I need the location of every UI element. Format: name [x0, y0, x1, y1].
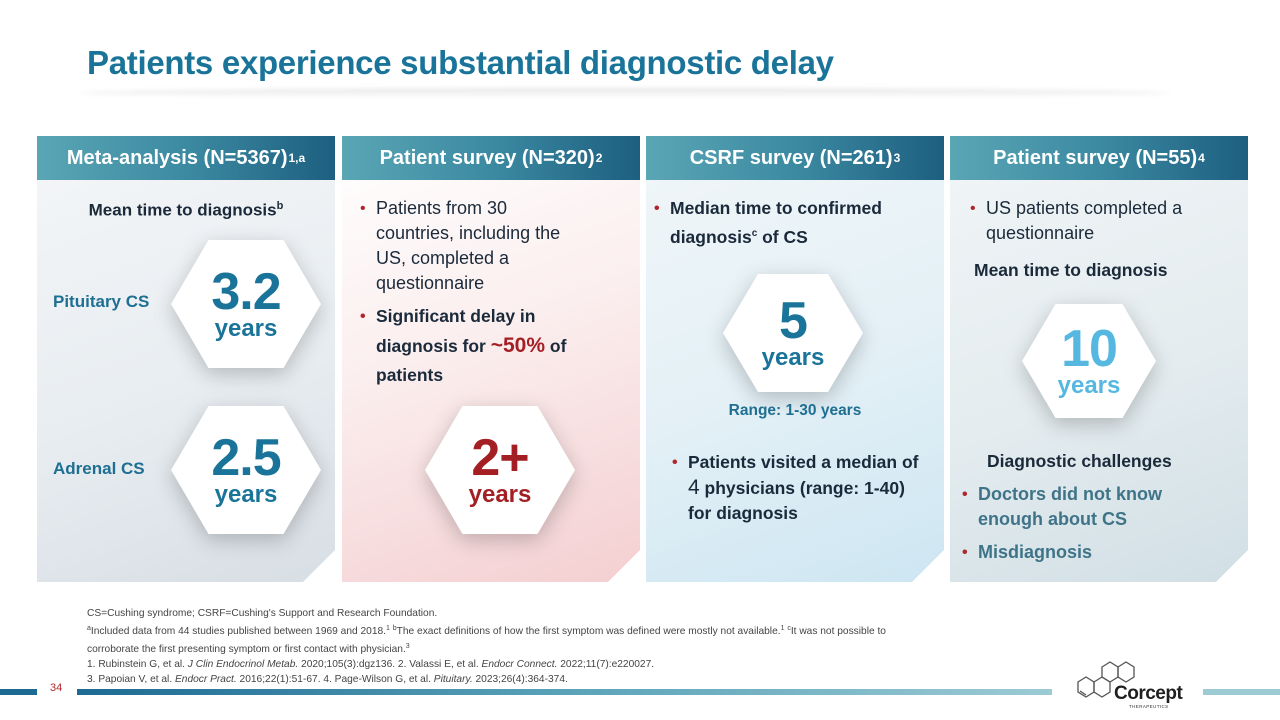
ref-journal: Endocr Connect. — [481, 659, 558, 670]
hexagon-molecule-icon — [1077, 661, 1135, 698]
card-subheading: Mean time to diagnosis — [974, 260, 1168, 280]
bullet-list: Median time to confirmed diagnosisc of C… — [652, 196, 937, 250]
logo-wordmark: Corcept — [1114, 683, 1183, 704]
card-header-text: CSRF survey (N=261) — [689, 146, 893, 169]
unit-label: years — [468, 481, 532, 508]
bullet-list: Patients visited a median of 4 physician… — [670, 450, 920, 526]
footnote-sup: 1 — [780, 625, 785, 632]
footnote-text: It was not possible to — [790, 626, 886, 637]
card-subheading: Mean time to diagnosisb — [37, 200, 335, 221]
challenge-item: Doctors did not know enough about CS — [960, 482, 1220, 532]
card-patient-survey-55: Patient survey (N=55)4 US patients compl… — [950, 136, 1248, 582]
bullet-item: Patients from 30 countries, including th… — [358, 196, 588, 296]
reference-line-1: 1. Rubinstein G, et al. J Clin Endocrino… — [87, 657, 886, 672]
footnote-abbrev: CS=Cushing syndrome; CSRF=Cushing's Supp… — [87, 608, 438, 619]
bullet-item: Median time to confirmed diagnosisc of C… — [652, 196, 937, 250]
card-patient-survey-320: Patient survey (N=320)2 Patients from 30… — [342, 136, 640, 582]
card-header: Patient survey (N=55) 4 — [950, 136, 1248, 180]
card-header-sup: 4 — [1198, 151, 1205, 165]
value-mean: 10 — [1061, 320, 1117, 378]
card-header: CSRF survey (N=261) 3 — [646, 136, 944, 180]
bullet-item: US patients completed a questionnaire — [968, 196, 1238, 246]
ref-text: 2023;26(4):364-374. — [472, 674, 568, 685]
footnote-notes: aIncluded data from 44 studies published… — [87, 621, 886, 639]
ref-text: 2020;105(3):dgz136. 2. Valassi E, et al. — [298, 659, 482, 670]
footer-bar-right — [1203, 689, 1280, 695]
subheading-text: Mean time to diagnosis — [88, 200, 277, 220]
card-header-sup: 1,a — [288, 151, 306, 165]
footnote-sup: 3 — [405, 643, 410, 650]
footnotes: CS=Cushing syndrome; CSRF=Cushing's Supp… — [87, 606, 886, 687]
unit-label: years — [1057, 372, 1121, 399]
card-meta-analysis: Meta-analysis (N=5367) 1,a Mean time to d… — [37, 136, 335, 582]
footer-bar-left — [0, 689, 37, 695]
value-2plus: 2+ — [471, 429, 529, 487]
card-header: Patient survey (N=320) 2 — [342, 136, 640, 180]
bullet-sup: c — [751, 228, 758, 239]
challenge-item: Misdiagnosis — [960, 540, 1220, 565]
page-title: Patients experience substantial diagnost… — [87, 44, 834, 81]
ref-text: 1. Rubinstein G, et al. — [87, 659, 188, 670]
row-label-adrenal: Adrenal CS — [53, 459, 145, 478]
ref-journal: J Clin Endocrinol Metab. — [187, 659, 299, 670]
range-text: Range: 1-30 years — [728, 402, 862, 419]
bullet-text: Median time to confirmed diagnosis — [670, 198, 882, 247]
ref-text: 3. Papoian V, et al. — [87, 674, 175, 685]
bullet-text: of CS — [757, 226, 808, 247]
ref-text: 2016;22(1):51-67. 4. Page-Wilson G, et a… — [236, 674, 434, 685]
logo-subtitle: THERAPEUTICS — [1129, 704, 1169, 709]
ref-journal: Endocr Pract. — [174, 674, 237, 685]
bullet-text: Significant delay in diagnosis for — [376, 306, 536, 356]
bullet-item: Patients visited a median of 4 physician… — [670, 450, 920, 526]
title-underline-shadow — [80, 88, 1170, 98]
bullet-item: Significant delay in diagnosis for ~50% … — [358, 302, 588, 390]
subheading-sup: b — [276, 200, 284, 212]
bullet-text: Patients visited a median of — [688, 452, 919, 472]
bullet-list: Patients from 30 countries, including th… — [358, 196, 588, 390]
unit-label: years — [214, 315, 278, 342]
unit-label: years — [214, 481, 278, 508]
row-label-pituitary: Pituitary CS — [53, 292, 150, 311]
card-header-sup: 2 — [595, 151, 603, 165]
footnote-sup: b — [392, 625, 397, 632]
card-header-sup: 3 — [893, 151, 901, 165]
bullet-text: physicians (range: 1-40) for diagnosis — [688, 478, 905, 523]
footer-bar — [77, 689, 1052, 695]
card-header-text: Patient survey (N=55) — [993, 146, 1198, 169]
challenges-heading: Diagnostic challenges — [987, 451, 1172, 471]
card-csrf-survey: CSRF survey (N=261)3 Median time to conf… — [646, 136, 944, 582]
footnote-text: corroborate the first presenting symptom… — [87, 644, 406, 655]
card-header-text: Meta-analysis (N=5367) — [66, 146, 288, 169]
value-adrenal: 2.5 — [211, 429, 281, 487]
footnote-sup: 1 — [386, 625, 390, 632]
card-header-text: Patient survey (N=320) — [379, 146, 595, 169]
footnote-sup: c — [787, 625, 791, 632]
physician-count: 4 — [688, 476, 700, 499]
reference-line-2: 3. Papoian V, et al. Endocr Pract. 2016;… — [87, 672, 886, 687]
footnote-text: Included data from 44 studies published … — [90, 626, 386, 637]
challenges-list: Doctors did not know enough about CS Mis… — [960, 482, 1220, 565]
ref-text: 2022;11(7):e220027. — [557, 659, 655, 670]
ref-journal: Pituitary. — [433, 674, 473, 685]
card-header: Meta-analysis (N=5367) 1,a — [37, 136, 335, 180]
highlight-percent: ~50% — [490, 334, 546, 357]
footnote-sup: a — [87, 625, 91, 632]
bullet-text: of patients — [376, 336, 567, 385]
footnote-text: The exact definitions of how the first s… — [396, 626, 781, 637]
page-number: 34 — [50, 682, 63, 694]
footnote-notes-cont: corroborate the first presenting symptom… — [87, 639, 886, 657]
value-pituitary: 3.2 — [211, 263, 281, 321]
bullet-list: US patients completed a questionnaire — [968, 196, 1238, 246]
unit-label: years — [761, 344, 825, 371]
value-median: 5 — [779, 292, 807, 350]
